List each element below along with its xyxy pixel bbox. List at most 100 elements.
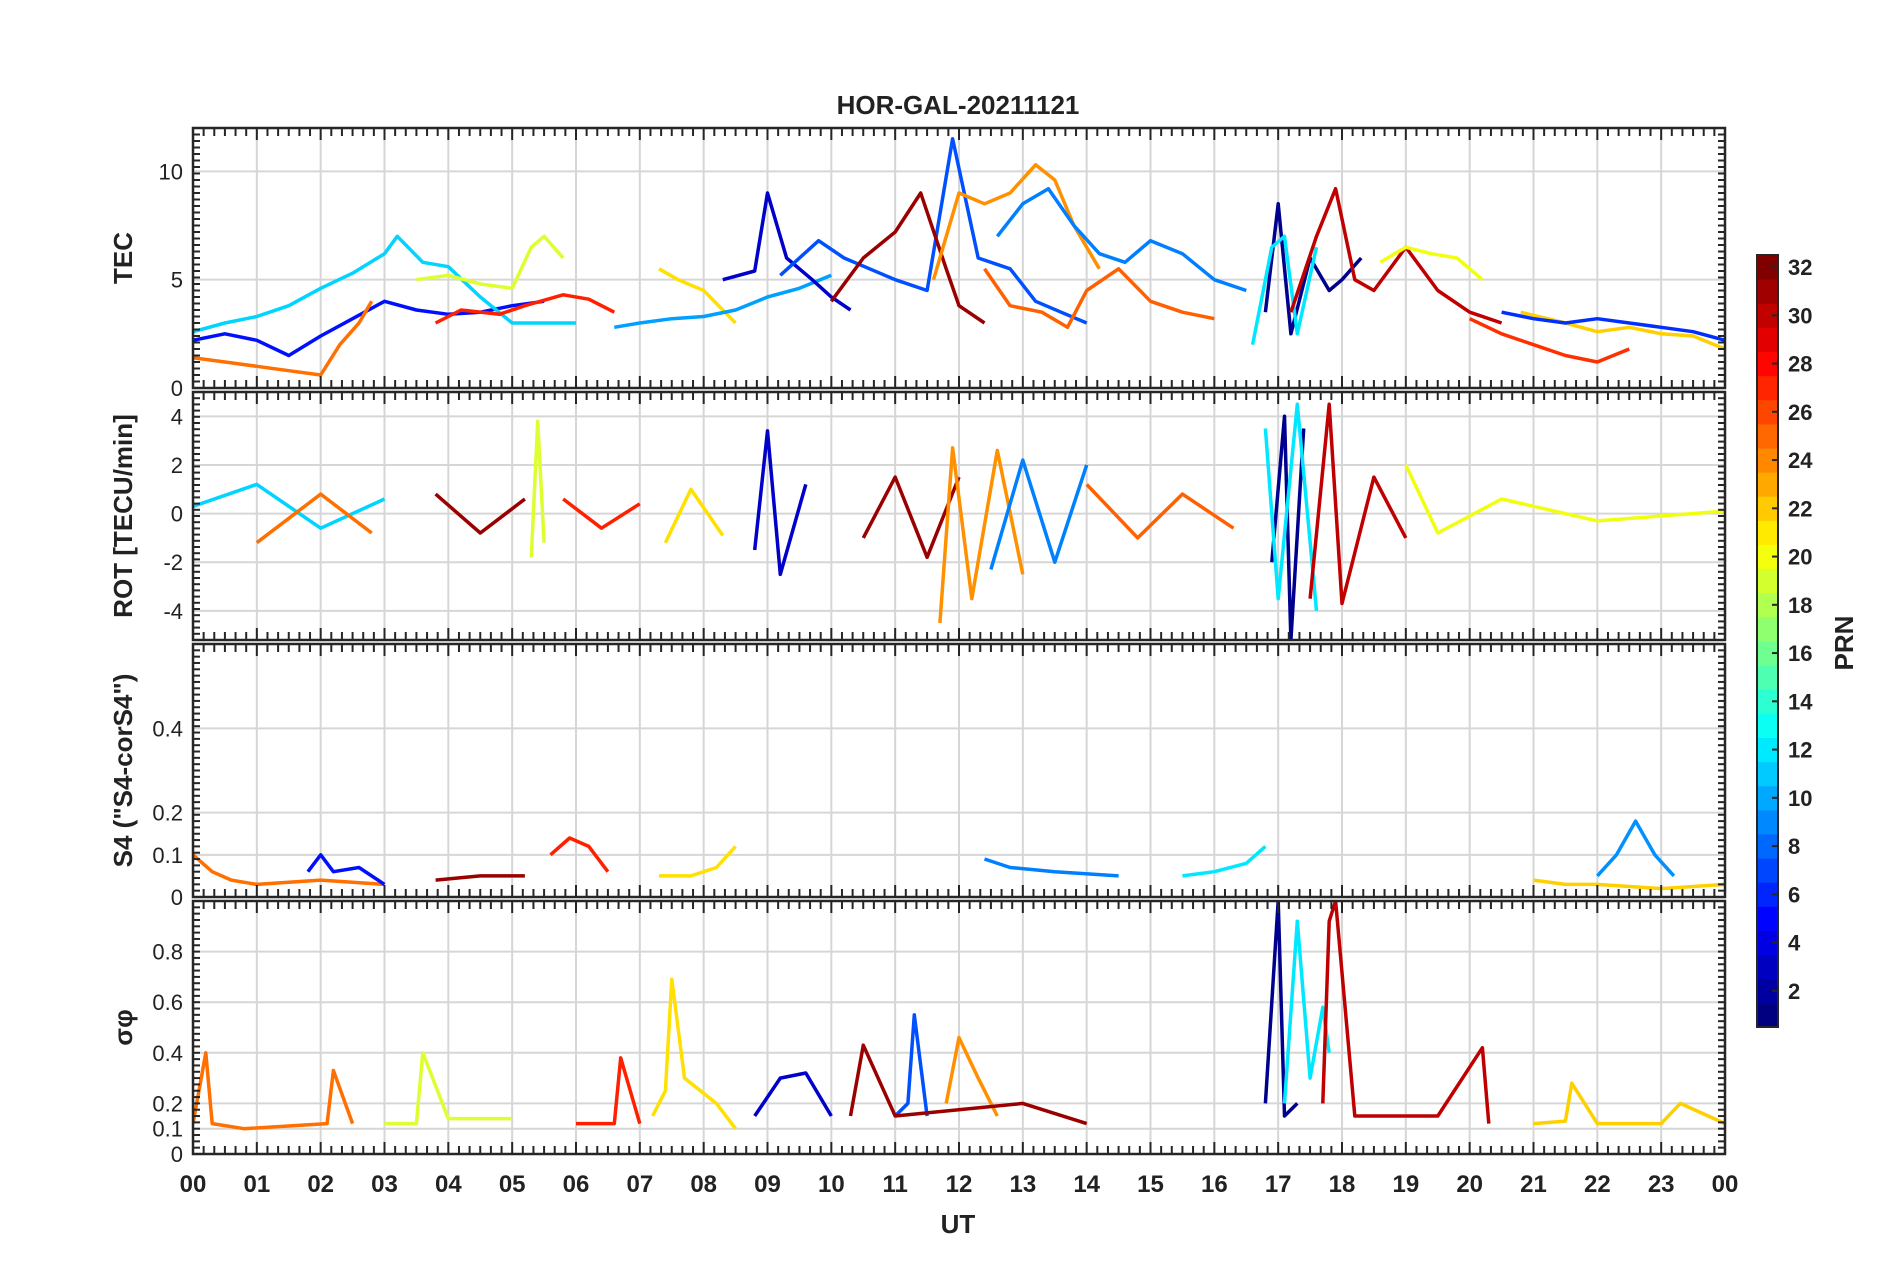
- series-group: [193, 901, 1725, 1131]
- colorbar-tick-label: 18: [1788, 593, 1812, 618]
- axis-ticks: [192, 900, 1726, 1155]
- colorbar-segment: [1757, 954, 1778, 980]
- colorbar-tick-label: 14: [1788, 689, 1813, 714]
- series-prn-30: [1321, 901, 1491, 1124]
- colorbar-segment: [1757, 713, 1778, 738]
- series-prn-8: [995, 186, 1247, 293]
- colorbar-tick-label: 12: [1788, 738, 1812, 763]
- colorbar-segment: [1757, 327, 1778, 352]
- colorbar-tick-label: 6: [1788, 882, 1800, 907]
- x-tick-label: 03: [371, 1171, 398, 1198]
- colorbar-tick-label: 30: [1788, 303, 1812, 328]
- series-prn-9: [1596, 819, 1676, 878]
- y-tick-label: 0.6: [152, 990, 183, 1015]
- colorbar-segment: [1757, 399, 1778, 425]
- x-tick-label: 02: [307, 1171, 334, 1198]
- x-tick-label: 16: [1201, 1171, 1228, 1198]
- axes-frame: [191, 899, 1727, 1156]
- colorbar-segment: [1757, 351, 1778, 377]
- series-prn-8: [989, 458, 1089, 570]
- y-tick-label: -4: [163, 599, 183, 624]
- colorbar-tick-label: 20: [1788, 545, 1812, 570]
- series-group: [193, 402, 1725, 640]
- series-prn-24: [193, 300, 374, 377]
- colorbar-segment: [1757, 472, 1778, 497]
- series-prn-25: [1085, 483, 1235, 540]
- series-group: [193, 137, 1725, 377]
- series-prn-25: [983, 267, 1215, 330]
- series-prn-24: [193, 1051, 355, 1131]
- series-group: [193, 819, 1725, 891]
- series-prn-28: [549, 836, 610, 873]
- x-tick-label: 11: [882, 1171, 907, 1198]
- series-prn-21: [659, 845, 737, 878]
- panel-S4: 0 0.1 0.2 0.4 S4 ("S4-corS4"): [108, 642, 1727, 910]
- series-prn-30: [1308, 402, 1408, 606]
- x-tick-labels: 00 01 02 03 04 05 06 07 08 09 10 11 12 13 14 15 16 17 18 19…: [180, 1171, 1739, 1198]
- axes-frame: [191, 642, 1727, 899]
- x-tick-label: 10: [818, 1171, 845, 1198]
- series-prn-8: [983, 857, 1119, 878]
- colorbar-segment: [1757, 568, 1778, 594]
- x-tick-label: 23: [1648, 1171, 1675, 1198]
- axes-frame: [191, 390, 1727, 642]
- y-tick-label: 5: [171, 268, 183, 293]
- y-tick-label: 0.8: [152, 940, 183, 965]
- series-prn-19: [384, 1051, 513, 1126]
- y-axis-label: ROT [TECU/min]: [108, 414, 138, 618]
- series-prn-21: [663, 487, 725, 544]
- colorbar-segment: [1757, 978, 1778, 1004]
- y-tick-label: 0: [171, 502, 183, 527]
- series-prn-5: [779, 137, 1088, 325]
- series-prn-2: [753, 1071, 833, 1117]
- series-prn-31: [861, 475, 961, 560]
- colorbar-segment: [1757, 882, 1778, 907]
- y-tick-label: 0.4: [152, 716, 183, 741]
- colorbar-segment: [1757, 616, 1778, 642]
- series-prn-24: [193, 853, 385, 887]
- x-tick-label: 00: [1712, 1171, 1739, 1198]
- x-tick-label: 18: [1329, 1171, 1356, 1198]
- y-axis-label: S4 ("S4-corS4"): [108, 674, 138, 868]
- colorbar-tick-label: 8: [1788, 834, 1800, 859]
- x-tick-label: 08: [690, 1171, 717, 1198]
- colorbar-tick-label: 28: [1788, 352, 1812, 377]
- x-tick-label: 17: [1265, 1171, 1292, 1198]
- colorbar-segment: [1757, 665, 1778, 690]
- series-prn-1: [1270, 414, 1306, 640]
- x-tick-label: 12: [946, 1171, 973, 1198]
- series-prn-19: [529, 419, 546, 558]
- y-axis-label: σφ: [108, 1009, 138, 1045]
- y-axis-label: TEC: [108, 232, 138, 284]
- x-axis-label: UT: [941, 1209, 976, 1239]
- colorbar-segment: [1757, 375, 1778, 401]
- series-prn-5: [893, 1013, 929, 1118]
- series-prn-23: [938, 446, 1025, 624]
- panel-ROT: -4 -2 0 2 4 ROT [TECU/min]: [108, 390, 1727, 642]
- y-tick-label: 0: [171, 885, 183, 910]
- series-prn-24: [255, 492, 373, 545]
- colorbar-segment: [1757, 761, 1778, 787]
- series-prn-13: [1182, 845, 1267, 878]
- series-prn-18: [1379, 245, 1484, 282]
- series-prn-13: [1263, 402, 1319, 611]
- axis-ticks: [192, 391, 1726, 641]
- series-prn-2: [752, 429, 808, 577]
- axes-frame: [191, 126, 1727, 390]
- colorbar-segment: [1757, 737, 1778, 763]
- series-prn-19: [416, 234, 565, 291]
- colorbar-tick-label: 10: [1788, 786, 1812, 811]
- colorbar-segment: [1757, 641, 1778, 666]
- x-tick-label: 13: [1009, 1171, 1036, 1198]
- y-tick-label: 0: [171, 376, 183, 401]
- series-prn-10: [614, 273, 832, 330]
- series-prn-31: [848, 1043, 1088, 1126]
- colorbar-segment: [1757, 544, 1778, 570]
- y-tick-label: 0.2: [152, 1091, 183, 1116]
- series-prn-2: [722, 191, 852, 312]
- colorbar-segment: [1757, 785, 1778, 811]
- series-prn-28: [576, 1056, 642, 1126]
- colorbar-segment: [1757, 809, 1778, 835]
